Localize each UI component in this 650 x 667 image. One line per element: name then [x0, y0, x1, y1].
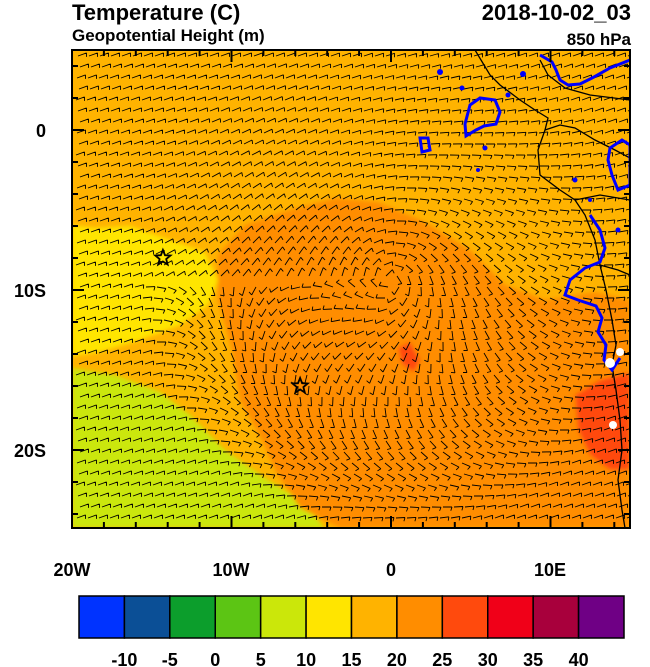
pressure-level: 850 hPa	[566, 30, 631, 49]
colorbar-label: 0	[210, 650, 220, 667]
temperature-band-25	[218, 198, 630, 528]
wind-barbs	[75, 52, 630, 522]
coastline-south	[563, 214, 622, 373]
lake-coast-2	[418, 136, 432, 154]
colorbar-label: 40	[569, 650, 589, 667]
colorbar-label: 15	[341, 650, 361, 667]
colorbar-swatch	[487, 595, 534, 639]
colorbar-swatch	[214, 595, 262, 639]
x-tick-label-20w: 20W	[53, 560, 90, 580]
colorbar-swatch	[259, 595, 307, 639]
colorbar-label: -5	[162, 650, 178, 667]
star-marker-south	[290, 375, 311, 395]
colorbar-swatch	[532, 595, 580, 639]
station-markers	[152, 247, 311, 395]
coast-dots	[437, 69, 621, 233]
colorbar-label: 25	[432, 650, 452, 667]
temperature-band-5	[72, 368, 325, 528]
map-title: Temperature (C)	[72, 0, 241, 25]
colorbar-label: 30	[478, 650, 498, 667]
colorbar-label: 35	[523, 650, 543, 667]
colorbar-swatch	[78, 595, 126, 639]
x-tick-label-10e: 10E	[534, 560, 566, 580]
colorbar-label: -10	[111, 650, 137, 667]
lake-coast-1	[463, 96, 502, 139]
colorbar	[78, 595, 625, 639]
white-patches	[605, 348, 624, 429]
colorbar-swatch	[396, 595, 444, 639]
wind-barb-field	[75, 52, 630, 522]
colorbar-swatch	[305, 595, 353, 639]
x-tick-label-0: 0	[386, 560, 396, 580]
colorbar-swatch	[577, 595, 625, 639]
y-tick-label-10s: 10S	[14, 281, 46, 301]
colorbar-swatch	[350, 595, 398, 639]
colorbar-label: 10	[296, 650, 316, 667]
y-tick-label-20s: 20S	[14, 441, 46, 461]
tick-marks	[71, 50, 630, 528]
star-marker-north	[152, 247, 173, 267]
colorbar-swatch	[123, 595, 171, 639]
colorbar-swatch	[441, 595, 489, 639]
land-features	[418, 50, 630, 528]
coastline	[539, 53, 630, 87]
valid-datetime: 2018-10-02_03	[481, 0, 631, 25]
colorbar-labels: -10 -5 0 5 10 15 20 25 30 35 40	[111, 650, 588, 667]
map-subtitle: Geopotential Height (m)	[72, 26, 265, 45]
lake-coast-3	[606, 138, 630, 192]
colorbar-swatch	[169, 595, 216, 639]
country-borders	[474, 50, 630, 528]
colorbar-label: 5	[256, 650, 266, 667]
y-tick-label-0: 0	[36, 121, 46, 141]
temperature-band-30-patch	[398, 342, 420, 372]
colorbar-label: 20	[387, 650, 407, 667]
x-tick-label-10w: 10W	[212, 560, 249, 580]
axis-ticks	[71, 50, 630, 528]
